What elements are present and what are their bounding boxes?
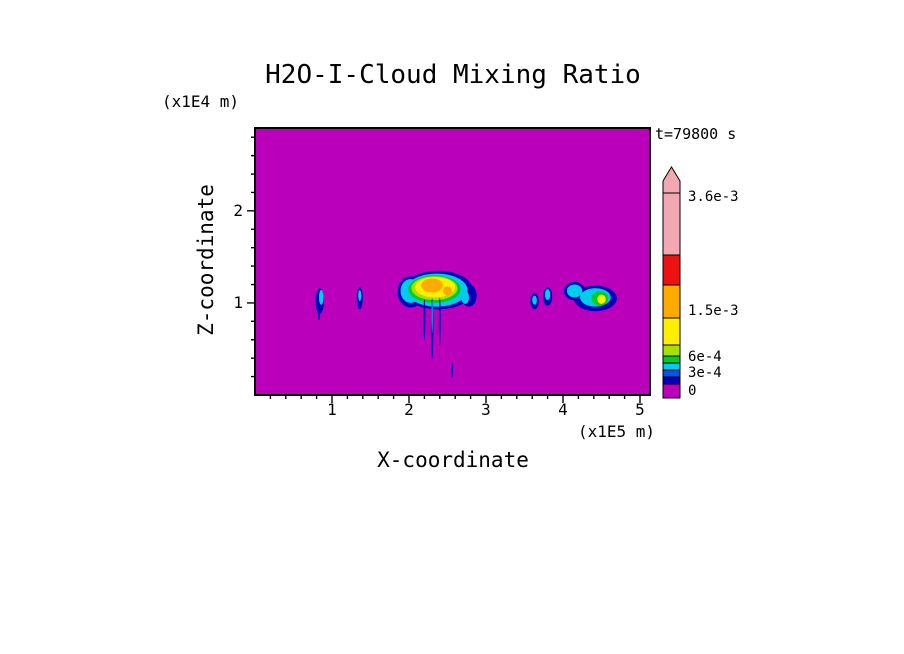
cloud-blob — [532, 295, 537, 305]
colorbar-segment — [662, 355, 681, 364]
cloud-blob — [431, 300, 433, 334]
x-unit-label: (x1E5 m) — [577, 422, 655, 441]
plot-frame — [254, 127, 651, 396]
cloud-blob — [544, 289, 551, 301]
colorbar-segment — [662, 284, 681, 319]
colorbar-label: 6e-4 — [688, 349, 722, 365]
tick-labels: 1 2 3 4 5 1 2 — [233, 201, 644, 419]
cloud-blob — [358, 290, 362, 302]
colorbar-label: 0 — [688, 383, 696, 399]
cloud-blob — [317, 307, 320, 321]
cloud-blob — [421, 278, 443, 293]
colorbar-segment — [662, 317, 681, 346]
cloud-blob — [566, 284, 583, 298]
colorbar-segment — [662, 254, 681, 286]
x-tick-label: 1 — [327, 400, 337, 419]
x-tick-label: 2 — [404, 400, 414, 419]
colorbar-segment — [662, 362, 681, 371]
cloud-blob — [597, 294, 606, 304]
field-background — [255, 128, 650, 395]
colorbar-label: 3.6e-3 — [688, 189, 739, 205]
x-tick-label: 3 — [481, 400, 491, 419]
cloud-blob — [318, 290, 324, 305]
z-axis-label: Z-coordinate — [194, 184, 218, 336]
colorbar-segment — [662, 369, 681, 378]
x-axis-label: X-coordinate — [377, 448, 529, 472]
colorbar-label: 3e-4 — [688, 365, 722, 381]
x-tick-label: 5 — [635, 400, 645, 419]
axis-ticks — [247, 136, 641, 403]
time-annotation: t=79800 s — [655, 125, 737, 143]
cloud-blob — [423, 299, 426, 340]
y-tick-label: 2 — [233, 201, 243, 220]
cloud-blob — [451, 362, 454, 378]
cloud-blob — [461, 290, 470, 304]
colorbar-segment — [662, 344, 681, 357]
colorbar-segment — [662, 383, 681, 399]
y-unit-label: (x1E4 m) — [162, 92, 240, 111]
colorbar-segment — [662, 192, 681, 256]
colorbar: 3.6e-3 1.5e-3 6e-43e-4 0 — [662, 166, 739, 399]
colorbar-segment — [662, 376, 681, 385]
colorbar-arrow — [662, 166, 681, 194]
x-tick-label: 4 — [558, 400, 568, 419]
chart-title: H2O-I-Cloud Mixing Ratio — [265, 60, 641, 90]
cloud-blob — [442, 286, 453, 296]
heatmap-field — [255, 128, 650, 395]
y-tick-label: 1 — [233, 293, 243, 312]
colorbar-label: 1.5e-3 — [688, 303, 739, 319]
cloud-blob — [438, 297, 441, 346]
